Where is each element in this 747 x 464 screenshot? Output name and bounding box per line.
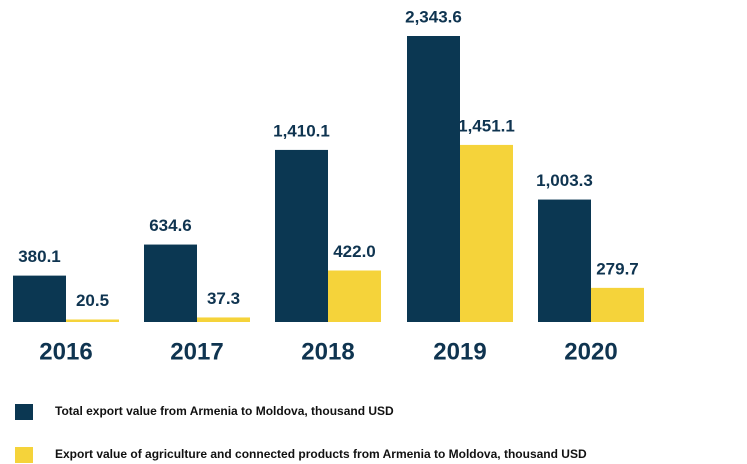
value-label: 1,410.1	[273, 121, 330, 140]
bar	[13, 275, 66, 322]
bar	[591, 287, 644, 322]
value-label: 2,343.6	[405, 7, 462, 26]
bar	[407, 36, 460, 322]
value-label: 279.7	[596, 259, 639, 278]
legend-swatch	[15, 447, 33, 463]
bar	[538, 199, 591, 322]
value-label: 380.1	[18, 247, 61, 266]
value-label: 422.0	[333, 242, 376, 261]
x-tick-label: 2018	[301, 338, 354, 365]
legend-swatch	[15, 404, 33, 420]
x-tick-label: 2016	[39, 338, 92, 365]
x-tick-label: 2019	[433, 338, 486, 365]
legend-label: Export value of agriculture and connecte…	[55, 447, 587, 461]
bar	[197, 317, 250, 322]
value-label: 634.6	[149, 216, 192, 235]
bar	[144, 244, 197, 322]
bar	[328, 270, 381, 322]
value-label: 37.3	[207, 289, 240, 308]
legend-label: Total export value from Armenia to Moldo…	[55, 404, 394, 418]
bar	[460, 144, 513, 322]
value-label: 1,003.3	[536, 171, 593, 190]
bar	[275, 149, 328, 322]
value-label: 1,451.1	[458, 116, 515, 135]
x-tick-label: 2020	[564, 338, 617, 365]
x-tick-label: 2017	[170, 338, 223, 365]
bar	[66, 319, 119, 322]
value-label: 20.5	[76, 291, 109, 310]
